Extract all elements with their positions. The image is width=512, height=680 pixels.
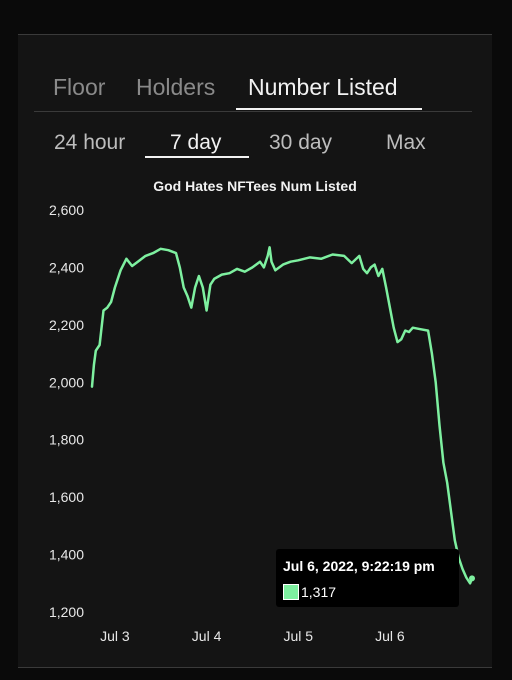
x-tick-label: Jul 5 — [283, 628, 313, 644]
active-tab-underline — [236, 108, 422, 110]
tooltip-swatch — [283, 584, 299, 600]
y-tick-label: 2,600 — [49, 202, 84, 218]
y-tick-label: 2,000 — [49, 374, 84, 390]
metric-tabs: Floor Holders Number Listed — [34, 58, 472, 112]
active-range-underline — [145, 156, 249, 158]
hover-point — [469, 575, 475, 582]
tab-floor[interactable]: Floor — [53, 74, 106, 100]
tooltip-date: Jul 6, 2022, 9:22:19 pm — [283, 558, 435, 574]
chart-title: God Hates NFTees Num Listed — [153, 178, 357, 194]
x-tick-label: Jul 4 — [192, 628, 222, 644]
range-tab-7-day[interactable]: 7 day — [170, 131, 222, 154]
x-tick-label: Jul 3 — [100, 628, 130, 644]
y-tick-label: 2,400 — [49, 259, 84, 275]
tooltip-value: 1,317 — [301, 584, 337, 600]
chart-tooltip: Jul 6, 2022, 9:22:19 pm 1,317 — [276, 549, 459, 607]
range-tab-30-day[interactable]: 30 day — [269, 131, 333, 154]
range-tab-max[interactable]: Max — [386, 131, 426, 154]
y-tick-label: 1,400 — [49, 547, 84, 563]
y-tick-label: 1,200 — [49, 604, 84, 620]
tab-number-listed[interactable]: Number Listed — [248, 74, 398, 100]
y-tick-label: 1,800 — [49, 432, 84, 448]
range-tab-24-hour[interactable]: 24 hour — [54, 131, 126, 154]
y-tick-label: 1,600 — [49, 489, 84, 505]
x-tick-label: Jul 6 — [375, 628, 405, 644]
tab-holders[interactable]: Holders — [136, 74, 216, 100]
y-tick-label: 2,200 — [49, 317, 84, 333]
series-line — [90, 246, 474, 585]
